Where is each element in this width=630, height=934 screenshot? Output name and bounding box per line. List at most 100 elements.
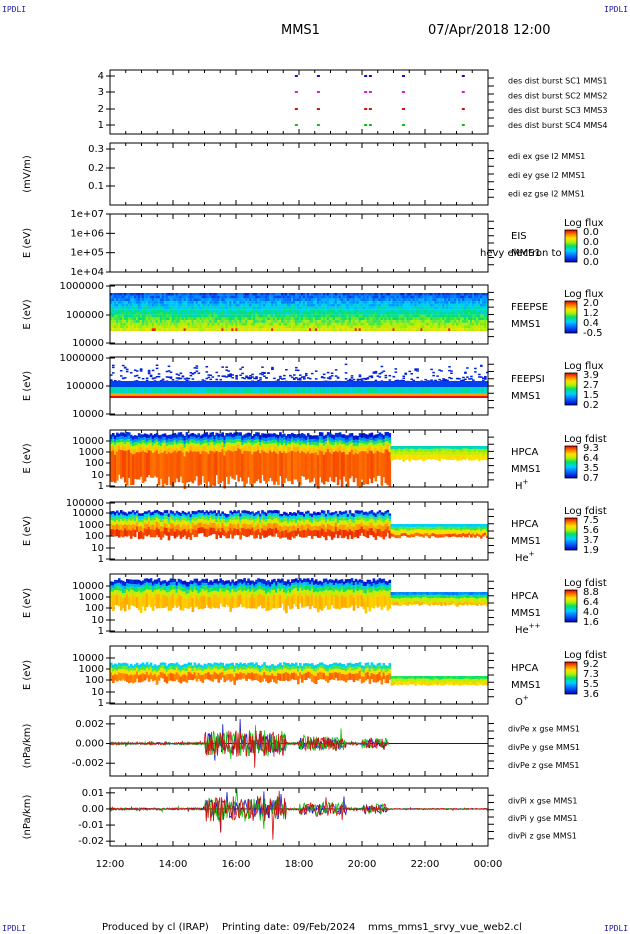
spectro-cell-feepsi: [259, 377, 262, 379]
spectro-cell-feepse: [139, 298, 143, 302]
spectro-cell-feepse: [302, 312, 306, 315]
spectro-cell-feepse: [259, 328, 262, 331]
spectro-cell-feepse: [193, 309, 197, 312]
spectro-cell-feepse: [221, 328, 224, 331]
spectro-cell-feepse: [201, 293, 205, 296]
spectro-cell-feepse: [177, 317, 181, 321]
spectro-cell-feepse: [167, 322, 171, 326]
spectro-cell-feepse: [153, 317, 157, 321]
spectro-cell-feepsi: [448, 366, 451, 368]
spectro-cell-feepse: [310, 306, 314, 310]
spectro-cell-feepse: [111, 328, 115, 331]
spectro-cell-feepse: [179, 309, 183, 312]
spectro-cell-feepsi: [129, 371, 133, 374]
spectro-cell-feepse: [110, 301, 113, 304]
spectro-cell-feepse: [193, 312, 197, 315]
spectro-cell-feepse: [159, 309, 163, 312]
spectro-cell-feepse: [259, 298, 262, 302]
spectro-cell-feepse: [187, 301, 191, 304]
spectro-cell-feepse: [265, 328, 268, 331]
spectro-cell-feepse: [251, 322, 254, 326]
spectro-cell-feepse: [149, 295, 153, 299]
spectro-cell-feepse: [119, 328, 123, 331]
spectro-cell-feepse: [137, 301, 141, 304]
spectro-cell-feepse: [167, 328, 171, 331]
spectro-cell-feepse: [201, 314, 205, 318]
spectro-cell-feepse: [213, 328, 217, 331]
spectro-cell-feepse: [255, 317, 258, 321]
spectro-cell-feepse: [229, 301, 232, 304]
spectro-cell-feepse: [203, 325, 207, 329]
spectro-cell-feepse: [275, 328, 278, 331]
spectro-cell-feepse: [155, 320, 159, 323]
spectro-cell-feepse: [199, 293, 203, 296]
spectro-cell-feepse: [223, 309, 226, 312]
spectro-cell-feepse: [237, 325, 240, 329]
spectro-cell-feepse: [205, 328, 209, 331]
spectro-cell-feepse: [177, 306, 181, 310]
spectro-cell-feepse: [203, 322, 207, 326]
spectro-cell-feepse: [211, 317, 215, 321]
spectro-cell-feepsi: [225, 366, 228, 368]
spectro-cell-feepse: [287, 306, 290, 310]
spectro-cell-feepsi: [388, 374, 392, 377]
spectro-cell-feepse: [110, 293, 113, 296]
spectro-cell-feepse: [227, 312, 230, 315]
spectro-cell-feepse: [131, 298, 135, 302]
spectro-cell-feepse: [157, 314, 161, 318]
spectro-cell-feepsi: [464, 372, 467, 374]
spectro-cell-feepse: [131, 320, 135, 323]
spectro-cell-feepse: [300, 293, 304, 296]
spectro-cell-feepse: [299, 317, 302, 321]
spectro-cell-feepse: [225, 309, 228, 312]
burst-marker: [368, 124, 372, 126]
spectro-cell-feepse: [137, 325, 141, 329]
spectro-cell-feepse: [265, 293, 268, 296]
spectro-cell-feepse: [265, 320, 268, 323]
spectro-cell-feepse: [115, 328, 119, 331]
spectro-cell-feepse: [253, 328, 256, 331]
spectro-cell-feepse: [203, 295, 207, 299]
spectro-cell-feepse: [187, 309, 191, 312]
spectro-cell-feepse: [131, 303, 135, 307]
spectro-cell-feepse: [205, 320, 209, 323]
spectro-cell-feepse: [193, 295, 197, 299]
spectro-cell-feepse: [163, 301, 167, 304]
spectro-cell-feepse: [255, 293, 258, 296]
spectro-cell-feepse: [247, 306, 250, 310]
spectro-cell-feepse: [185, 320, 189, 323]
spectro-cell-feepse: [253, 293, 256, 296]
spectro-cell-feepse: [217, 301, 221, 304]
spectro-cell-feepse: [221, 325, 224, 329]
spectro-cell-feepse: [285, 312, 288, 315]
spectro-cell-feepse: [269, 328, 272, 331]
spectro-cell-feepse: [203, 314, 207, 318]
spectro-cell-feepse: [175, 309, 179, 312]
spectro-cell-feepse: [199, 317, 203, 321]
spectro-cell-feepse: [135, 306, 139, 310]
spectro-cell-feepse: [135, 320, 139, 323]
spectro-cell-feepse: [239, 298, 242, 302]
spectro-cell-feepse: [147, 309, 151, 312]
instrument-label-feepse: FEEPSE: [511, 302, 548, 313]
spectro-cell-feepsi: [295, 366, 298, 369]
spectro-cell-feepse: [259, 301, 262, 304]
spectro-cell-feepse: [273, 322, 276, 326]
spectro-cell-feepse: [117, 312, 121, 315]
spectro-cell-feepse: [275, 303, 278, 307]
spectro-cell-feepse: [127, 317, 131, 321]
spectro-cell-feepse: [117, 301, 121, 304]
spectro-cell-feepse: [183, 320, 187, 323]
spectro-cell-feepsi: [119, 375, 123, 377]
spectro-cell-feepse: [163, 306, 167, 310]
spectro-cell-feepse: [249, 298, 252, 302]
spectro-cell-feepse: [247, 301, 250, 304]
ytick-label-hpca_h: 10000: [72, 436, 104, 447]
ytick-label-edi: 0.1: [88, 181, 104, 192]
spectro-cell-feepse: [287, 317, 290, 321]
spectro-cell-feepse: [161, 298, 165, 302]
spectro-cell-feepse: [173, 293, 177, 296]
spectro-cell-feepsi: [263, 375, 266, 377]
spectro-cell-feepse: [299, 298, 302, 302]
spectro-cell-feepse: [143, 301, 147, 304]
